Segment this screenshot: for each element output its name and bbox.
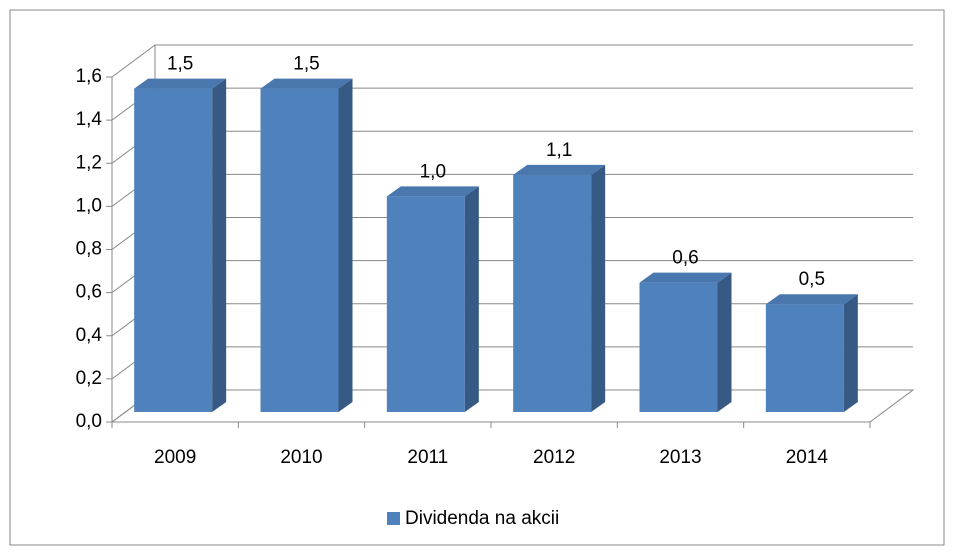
- data-label: 1,0: [420, 161, 446, 182]
- bar: [765, 304, 844, 412]
- bar-side: [338, 78, 353, 412]
- data-label: 0,6: [672, 248, 698, 269]
- y-tick-label: 1,2: [76, 152, 102, 173]
- x-tick-label: 2009: [154, 447, 196, 468]
- bar-top: [513, 164, 606, 175]
- y-tick-label: 0,2: [76, 368, 102, 389]
- bar-side: [843, 294, 858, 412]
- y-tick-label: 0,6: [76, 282, 102, 303]
- bar-top: [260, 78, 353, 89]
- y-tick-label: 1,4: [76, 109, 103, 130]
- grid-line: [111, 44, 913, 78]
- y-tick-label: 1,0: [76, 195, 102, 216]
- y-tick-label: 0,4: [76, 325, 103, 346]
- bar: [386, 196, 465, 412]
- bar-top: [134, 78, 227, 89]
- x-tick-label: 2012: [533, 447, 575, 468]
- y-tick-label: 1,6: [76, 66, 102, 87]
- data-label: 0,5: [799, 269, 825, 290]
- bar-side: [212, 78, 227, 412]
- y-tick-label: 0,0: [76, 411, 102, 432]
- y-tick-label: 0,8: [76, 239, 102, 260]
- legend-swatch: [387, 512, 400, 525]
- bar: [639, 282, 718, 412]
- bar-side: [464, 186, 479, 412]
- bar-side: [591, 164, 606, 412]
- bar-top: [639, 272, 732, 283]
- x-tick-label: 2010: [280, 447, 322, 468]
- x-tick-label: 2014: [786, 447, 829, 468]
- bar-side: [717, 272, 732, 412]
- bar: [260, 88, 339, 412]
- legend-label: Dividenda na akcii: [405, 508, 559, 529]
- bar-top: [386, 186, 479, 197]
- bar: [513, 174, 592, 412]
- bar-top: [765, 294, 858, 305]
- data-label: 1,5: [293, 54, 319, 75]
- x-tick-label: 2011: [407, 447, 448, 468]
- data-label: 1,1: [546, 140, 572, 161]
- data-label: 1,5: [167, 54, 193, 75]
- x-tick-label: 2013: [659, 447, 701, 468]
- bar: [134, 88, 213, 412]
